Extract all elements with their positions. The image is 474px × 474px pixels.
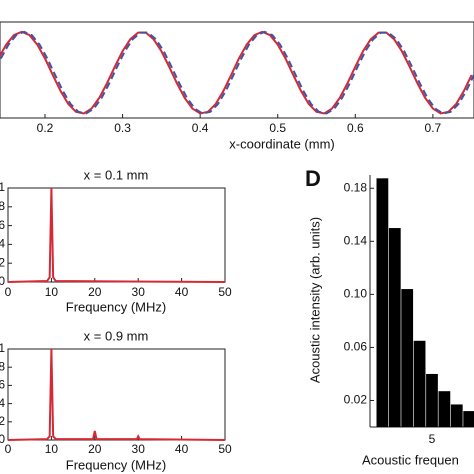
x-axis-label: Frequency (MHz) <box>66 299 166 314</box>
x-tick-label: 40 <box>175 285 189 299</box>
x-tick-label: 20 <box>88 285 102 299</box>
y-tick-label: 0.02 <box>344 393 368 407</box>
panel-title: x = 0.9 mm <box>84 328 149 343</box>
y-tick-label: 0.14 <box>344 233 368 247</box>
bar <box>426 373 438 427</box>
y-tick-label: 0.18 <box>344 180 368 194</box>
x-axis-label: Frequency (MHz) <box>66 457 166 472</box>
x-tick-label: 0.3 <box>114 121 131 135</box>
y-tick-label: 0 <box>0 274 5 288</box>
bar <box>438 391 451 427</box>
x-tick-label: 0 <box>5 285 12 299</box>
x-tick-label: 30 <box>132 442 146 456</box>
y-tick-label: 2 <box>0 414 5 428</box>
bar <box>413 340 426 427</box>
bar <box>463 411 474 427</box>
x-tick-label: 0.2 <box>37 121 54 135</box>
x-tick-label: 30 <box>132 285 146 299</box>
x-tick-label: 0.7 <box>425 121 442 135</box>
panel-label: D <box>305 166 321 191</box>
bar <box>401 289 414 427</box>
x-tick-label: 5 <box>429 432 436 446</box>
x-axis-label: Acoustic frequen <box>362 452 459 467</box>
x-tick-label: 10 <box>45 285 59 299</box>
y-tick-label: 8 <box>0 359 5 373</box>
y-tick-label: 1 <box>0 341 5 355</box>
y-tick-label: 6 <box>0 218 5 232</box>
y-tick-label: 4 <box>0 237 5 251</box>
x-tick-label: 0.6 <box>347 121 364 135</box>
data-line <box>0 30 474 115</box>
x-tick-label: 50 <box>218 285 232 299</box>
bar <box>376 178 389 427</box>
y-tick-label: 1 <box>0 180 5 194</box>
y-tick-label: 0 <box>0 432 5 446</box>
x-tick-label: 10 <box>45 442 59 456</box>
x-axis-label: x-coordinate (mm) <box>229 136 334 151</box>
data-line <box>7 187 226 283</box>
x-tick-label: 40 <box>175 442 189 456</box>
data-line <box>7 348 226 441</box>
axes-box <box>7 187 226 283</box>
bar <box>450 404 463 427</box>
data-line <box>0 30 473 115</box>
x-tick-label: 0 <box>5 442 12 456</box>
y-axis-label: Acoustic intensity (arb. units) <box>307 217 322 383</box>
bar <box>388 228 401 427</box>
x-tick-label: 0.5 <box>269 121 286 135</box>
y-tick-label: 6 <box>0 378 5 392</box>
axes-box <box>0 21 474 119</box>
panel-title: x = 0.1 mm <box>84 167 149 182</box>
axes-box <box>7 348 226 441</box>
y-tick-label: 0.10 <box>344 287 368 301</box>
y-tick-label: 2 <box>0 255 5 269</box>
y-tick-label: 8 <box>0 199 5 213</box>
y-tick-label: 4 <box>0 396 5 410</box>
y-tick-label: 0.06 <box>344 340 368 354</box>
x-tick-label: 20 <box>88 442 102 456</box>
x-tick-label: 0.4 <box>192 121 209 135</box>
x-tick-label: 50 <box>218 442 232 456</box>
